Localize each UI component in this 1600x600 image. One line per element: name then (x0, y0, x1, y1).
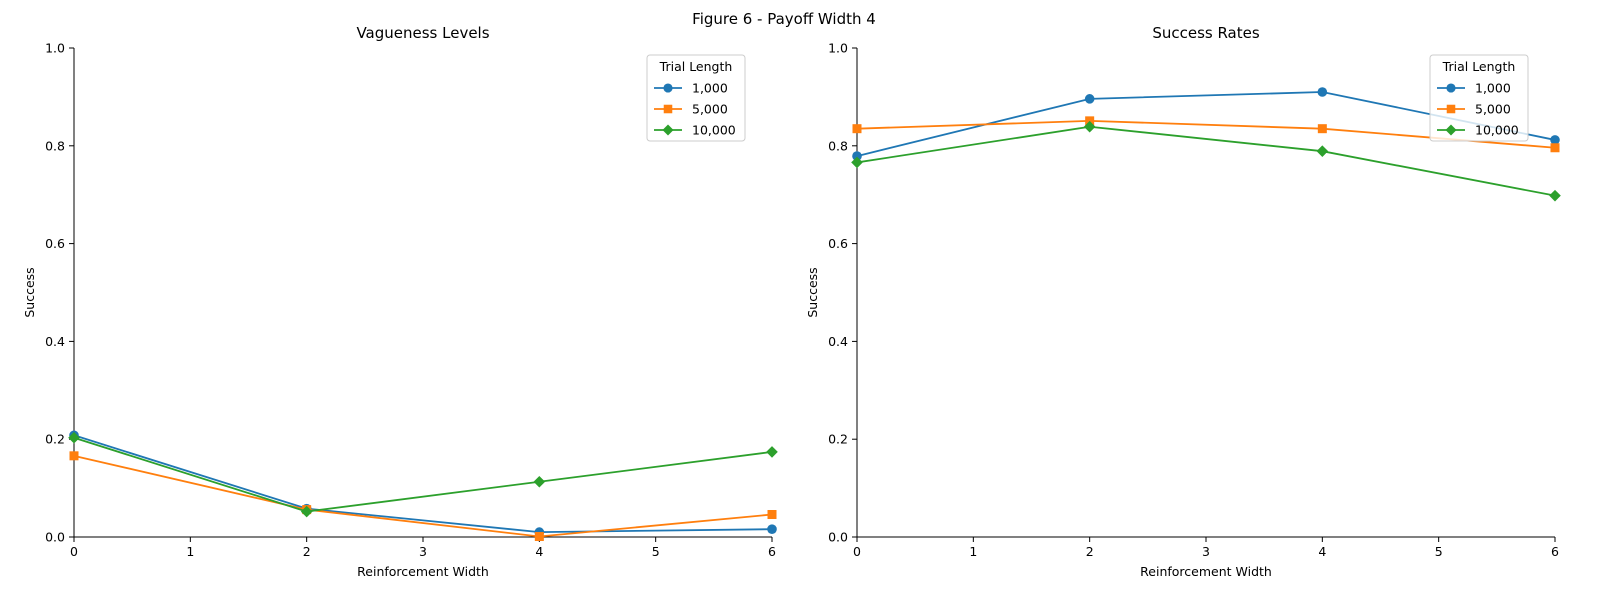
legend-box (646, 54, 746, 142)
data-point (852, 151, 862, 161)
y-tick-label: 0.6 (45, 236, 65, 251)
data-point (1316, 145, 1329, 157)
x-tick-label: 4 (535, 544, 543, 559)
y-tick-label: 1.0 (828, 41, 848, 56)
data-point (68, 431, 80, 444)
legend-marker (1446, 83, 1456, 93)
legend-label: 1,000 (1475, 81, 1511, 96)
x-tick-label: 2 (303, 544, 311, 559)
data-point (534, 532, 544, 542)
series-line (73, 436, 773, 513)
data-point (767, 510, 777, 520)
data-point (1550, 143, 1560, 153)
data-point (852, 124, 862, 134)
chart-panel-2: 0 1 2 3 4 5 6 0.0 0.2 0.4 0.6 0.8 1.0 Success Rates Re… (805, 24, 1561, 579)
legend-marker (663, 83, 673, 93)
data-point (1549, 189, 1561, 202)
y-tick-label: 0.0 (828, 530, 848, 545)
x-tick-label: 4 (1318, 544, 1326, 559)
data-point (1085, 116, 1095, 126)
data-point (766, 446, 778, 458)
data-point (851, 156, 863, 169)
data-point (1317, 87, 1328, 97)
figure-suptitle: Figure 6 - Payoff Width 4 (692, 10, 876, 28)
x-tick-label: 1 (969, 544, 977, 559)
data-point (69, 451, 79, 461)
y-tick-label: 0.8 (45, 138, 65, 153)
x-tick-label: 6 (1551, 544, 1559, 559)
legend: Trial Length 1,000 5,000 10,000 (1429, 54, 1529, 142)
x-tick-label: 5 (652, 544, 660, 559)
series-line (856, 125, 1556, 197)
data-point (1317, 124, 1327, 134)
data-point (1083, 120, 1096, 133)
x-tick-label: 3 (1202, 544, 1210, 559)
x-axis-label: Reinforcement Width (357, 564, 489, 579)
y-tick-label: 0.2 (45, 432, 65, 447)
y-tick-label: 0.4 (45, 334, 65, 349)
data-point (1084, 94, 1095, 104)
legend-label: 10,000 (692, 123, 736, 138)
chart-title: Vagueness Levels (356, 24, 489, 42)
data-point (533, 475, 546, 488)
x-tick-label: 3 (419, 544, 427, 559)
x-axis-label: Reinforcement Width (1140, 564, 1272, 579)
y-tick-label: 0.2 (828, 432, 848, 447)
y-tick-label: 0.4 (828, 334, 848, 349)
x-tick-label: 6 (768, 544, 776, 559)
legend: Trial Length 1,000 5,000 10,000 (646, 54, 746, 142)
legend-label: 1,000 (692, 81, 728, 96)
x-tick-label: 0 (853, 544, 861, 559)
chart-title: Success Rates (1152, 24, 1260, 42)
y-tick-label: 1.0 (45, 41, 65, 56)
data-point (767, 524, 777, 534)
legend-label: 10,000 (1475, 123, 1519, 138)
legend-label: 5,000 (1475, 102, 1511, 117)
legend-box (1429, 54, 1529, 142)
legend-marker (1446, 104, 1456, 114)
x-tick-label: 0 (70, 544, 78, 559)
legend-marker (663, 104, 673, 114)
chart-panel-1: 0 1 2 3 4 5 6 0.0 0.2 0.4 0.6 0.8 1.0 Vagueness Level… (22, 24, 778, 579)
y-tick-label: 0.8 (828, 138, 848, 153)
x-tick-label: 5 (1435, 544, 1443, 559)
x-tick-label: 2 (1086, 544, 1094, 559)
y-axis-label: Success (22, 267, 37, 317)
y-axis-label: Success (805, 267, 820, 317)
series-line (73, 434, 773, 534)
data-point (1550, 135, 1560, 145)
legend-title: Trial Length (1442, 59, 1516, 74)
data-point (300, 505, 313, 518)
x-tick-label: 1 (186, 544, 194, 559)
legend-marker (662, 124, 674, 136)
legend-label: 5,000 (692, 102, 728, 117)
legend-title: Trial Length (659, 59, 733, 74)
legend-marker (1445, 124, 1457, 136)
y-tick-label: 0.6 (828, 236, 848, 251)
y-tick-label: 0.0 (45, 530, 65, 545)
series-line (73, 454, 773, 538)
